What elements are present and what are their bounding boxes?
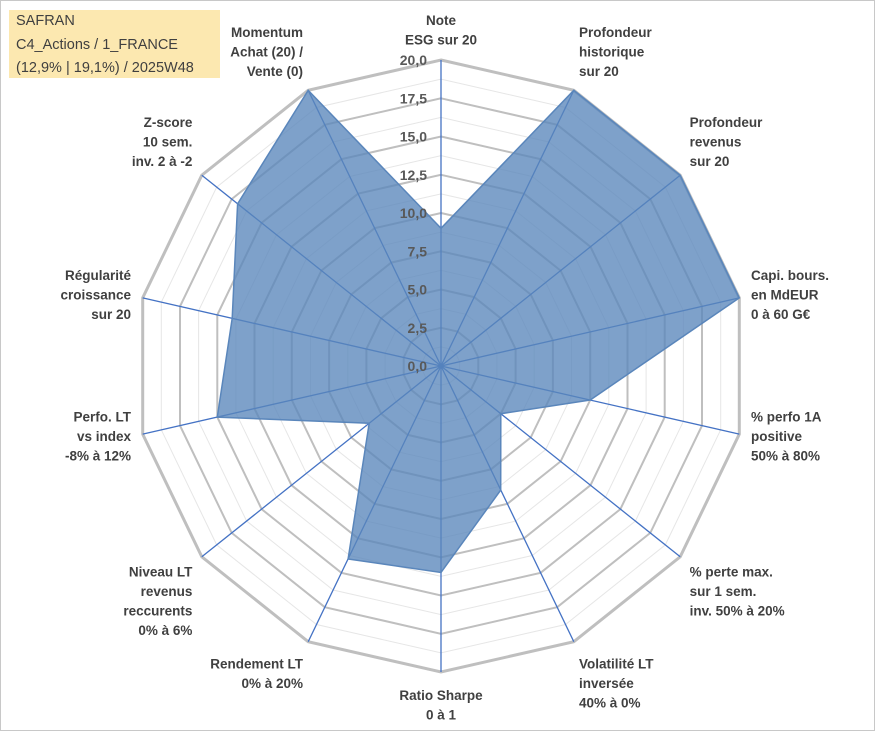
category-label-line: sur 1 sem.: [690, 584, 757, 599]
category-label-line: historique: [579, 45, 645, 60]
label-layer: Note ESG sur 20 Profondeur historique sur 20…: [60, 13, 829, 723]
category-label-line: Profondeur: [579, 25, 652, 40]
category-label-line: 10 sem.: [143, 135, 193, 150]
title-category: C4_Actions / 1_FRANCE: [16, 37, 178, 53]
category-label-line: 0 à 60 G€: [751, 307, 811, 322]
tick-label: 10,0: [400, 205, 427, 221]
category-label: Rendement LT 0% à 20%: [210, 657, 304, 692]
category-label-line: Volatilité LT: [579, 657, 654, 672]
category-label: Capi. bours. en MdEUR 0 à 60 G€: [751, 268, 829, 322]
tick-label: 7,5: [408, 243, 428, 259]
category-label: Profondeur historique sur 20: [579, 25, 652, 79]
category-label-line: revenus: [141, 584, 193, 599]
tick-label: 12,5: [400, 167, 427, 183]
category-label: Ratio Sharpe 0 à 1: [399, 688, 483, 723]
title-stats: (12,9% | 19,1%) / 2025W48: [16, 60, 194, 76]
category-label-line: 0% à 6%: [138, 623, 192, 638]
category-label: Z-score 10 sem. inv. 2 à -2: [132, 115, 193, 169]
tick-label: 0,0: [408, 358, 428, 374]
category-label-line: ESG sur 20: [405, 33, 477, 48]
category-label-line: positive: [751, 429, 803, 444]
category-label-line: Profondeur: [690, 115, 763, 130]
tick-label: 2,5: [408, 320, 428, 336]
category-label-line: % perfo 1A: [751, 410, 822, 425]
tick-label: 5,0: [408, 282, 428, 298]
category-label: Momentum Achat (20) / Vente (0): [230, 25, 303, 79]
category-label: Volatilité LT inversée 40% à 0%: [579, 657, 654, 711]
category-label-line: inv. 50% à 20%: [690, 603, 785, 618]
category-label-line: sur 20: [91, 307, 131, 322]
category-label-line: reccurents: [123, 603, 192, 618]
category-label-line: Achat (20) /: [230, 45, 303, 60]
category-label: Niveau LT revenus reccurents 0% à 6%: [123, 564, 193, 638]
category-label: Perfo. LT vs index -8% à 12%: [65, 410, 132, 464]
category-label-line: 0 à 1: [426, 708, 457, 723]
category-label-line: Régularité: [65, 268, 132, 283]
tick-label: 17,5: [400, 90, 427, 106]
category-label-line: -8% à 12%: [65, 449, 131, 464]
category-label-line: croissance: [60, 288, 131, 303]
title-company: SAFRAN: [16, 13, 75, 29]
category-label-line: Momentum: [231, 25, 303, 40]
series-area: [216, 89, 741, 574]
category-label-line: en MdEUR: [751, 288, 819, 303]
category-label-line: inv. 2 à -2: [132, 154, 193, 169]
category-label-line: Z-score: [144, 115, 193, 130]
category-label-line: Rendement LT: [210, 657, 304, 672]
category-label: % perfo 1A positive 50% à 80%: [751, 410, 822, 464]
category-label: Profondeur revenus sur 20: [690, 115, 763, 169]
tick-layer: 0,0 2,5 5,0 7,5 10,0 12,5 15,0 17,5 20,0: [400, 52, 427, 374]
tick-label: 15,0: [400, 129, 427, 145]
tick-label: 20,0: [400, 52, 427, 68]
category-label-line: sur 20: [579, 64, 619, 79]
category-label-line: % perte max.: [690, 564, 773, 579]
category-label-line: 40% à 0%: [579, 696, 641, 711]
category-label-line: Note: [426, 13, 456, 28]
category-label-line: revenus: [690, 135, 742, 150]
category-label-line: Ratio Sharpe: [399, 688, 483, 703]
category-label-line: Capi. bours.: [751, 268, 829, 283]
category-label: Note ESG sur 20: [405, 13, 477, 48]
title-box: SAFRAN C4_Actions / 1_FRANCE (12,9% | 19…: [9, 10, 220, 78]
category-label: Régularité croissance sur 20: [60, 268, 131, 322]
category-label-line: vs index: [77, 429, 132, 444]
category-label-line: Vente (0): [247, 64, 303, 79]
category-label: % perte max. sur 1 sem. inv. 50% à 20%: [690, 564, 785, 618]
category-label-line: sur 20: [690, 154, 730, 169]
series-layer: [216, 89, 741, 574]
category-label-line: Niveau LT: [129, 564, 193, 579]
category-label-line: 0% à 20%: [241, 676, 303, 691]
category-label-line: Perfo. LT: [73, 410, 131, 425]
category-label-line: 50% à 80%: [751, 449, 820, 464]
category-label-line: inversée: [579, 676, 634, 691]
